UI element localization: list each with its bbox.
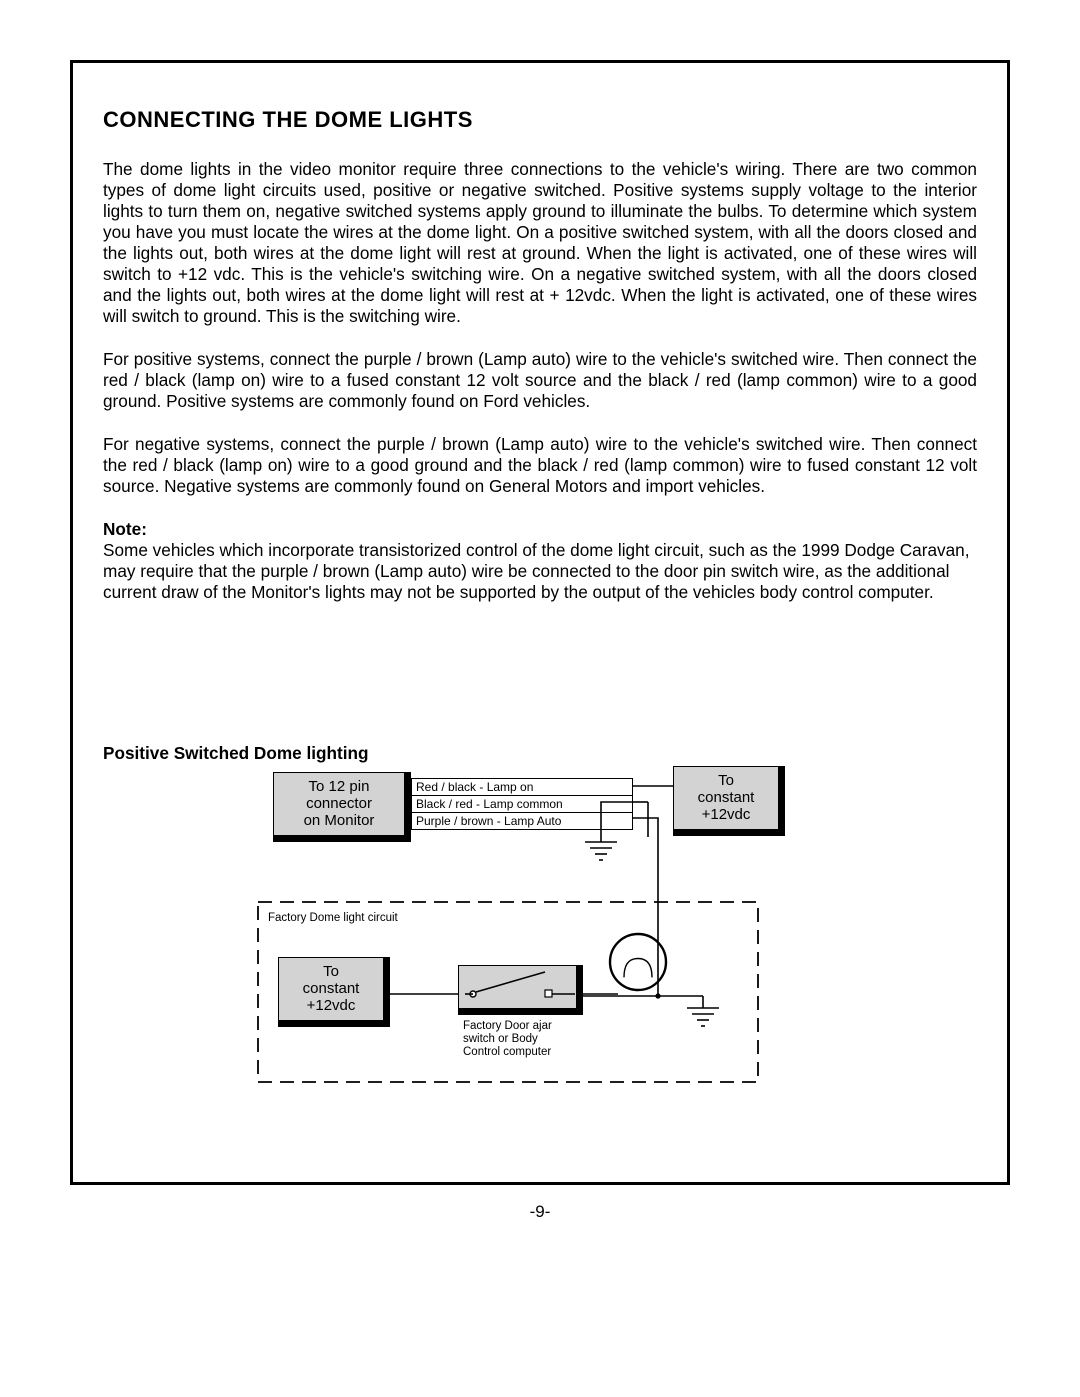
note-label: Note: [103,519,147,539]
paragraph-2: For positive systems, connect the purple… [103,349,977,412]
diagram-area: To 12 pin connector on Monitor Red / bla… [103,772,983,1102]
wire-label-box: Red / black - Lamp on Black / red - Lamp… [411,778,633,830]
box-constant-12v-bottom-label: To constant +12vdc [278,957,384,1021]
note-block: Note: Some vehicles which incorporate tr… [103,519,977,603]
ground-top [585,827,617,860]
wire-row-3: Purple / brown - Lamp Auto [412,813,632,829]
box-monitor-connector: To 12 pin connector on Monitor [273,772,411,842]
factory-circuit-label: Factory Dome light circuit [268,912,398,925]
box-monitor-connector-label: To 12 pin connector on Monitor [273,772,405,836]
box-constant-12v-bottom: To constant +12vdc [278,957,390,1027]
wire-row-2: Black / red - Lamp common [412,796,632,813]
box-constant-12v-top: To constant +12vdc [673,766,785,836]
box-switch-inner [458,965,577,1009]
paragraph-3: For negative systems, connect the purple… [103,434,977,497]
switch-label: Factory Door ajar switch or Body Control… [463,1020,552,1060]
note-body: Some vehicles which incorporate transist… [103,540,970,602]
page-title: CONNECTING THE DOME LIGHTS [103,107,977,133]
box-switch [458,965,583,1015]
wire-row-1: Red / black - Lamp on [412,779,632,796]
diagram-title: Positive Switched Dome lighting [103,743,977,764]
paragraph-1: The dome lights in the video monitor req… [103,159,977,327]
ground-bottom [687,996,719,1026]
lamp-symbol [610,934,666,990]
page-frame: CONNECTING THE DOME LIGHTS The dome ligh… [70,60,1010,1185]
box-constant-12v-top-label: To constant +12vdc [673,766,779,830]
page-number: -9- [73,1202,1007,1222]
